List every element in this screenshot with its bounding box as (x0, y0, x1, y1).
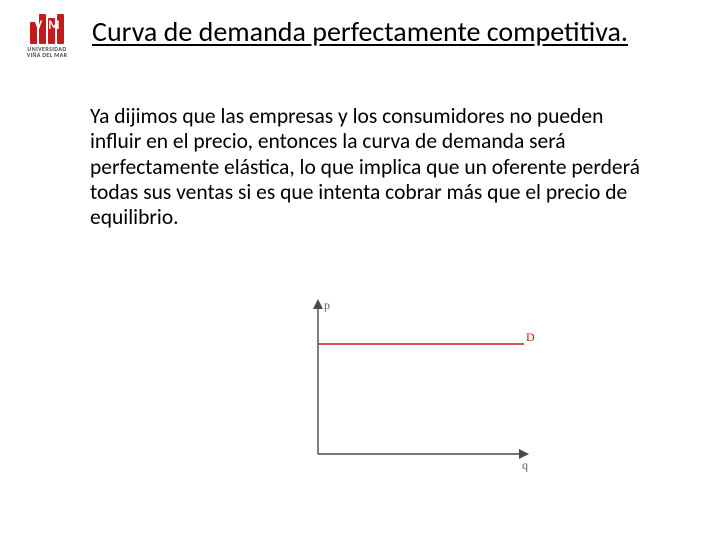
demand-chart: p q D (278, 296, 558, 496)
chart-svg (278, 296, 558, 496)
demand-series-label: D (526, 330, 535, 345)
x-axis-label: q (522, 458, 528, 473)
y-axis-label: p (324, 298, 330, 313)
slide-title: Curva de demanda perfectamente competiti… (0, 16, 720, 48)
logo-text-line2: VIÑA DEL MAR (18, 52, 76, 59)
slide: UNIVERSIDAD VIÑA DEL MAR UVM Curva de de… (0, 0, 720, 540)
slide-body-text: Ya dijimos que las empresas y los consum… (90, 104, 645, 231)
